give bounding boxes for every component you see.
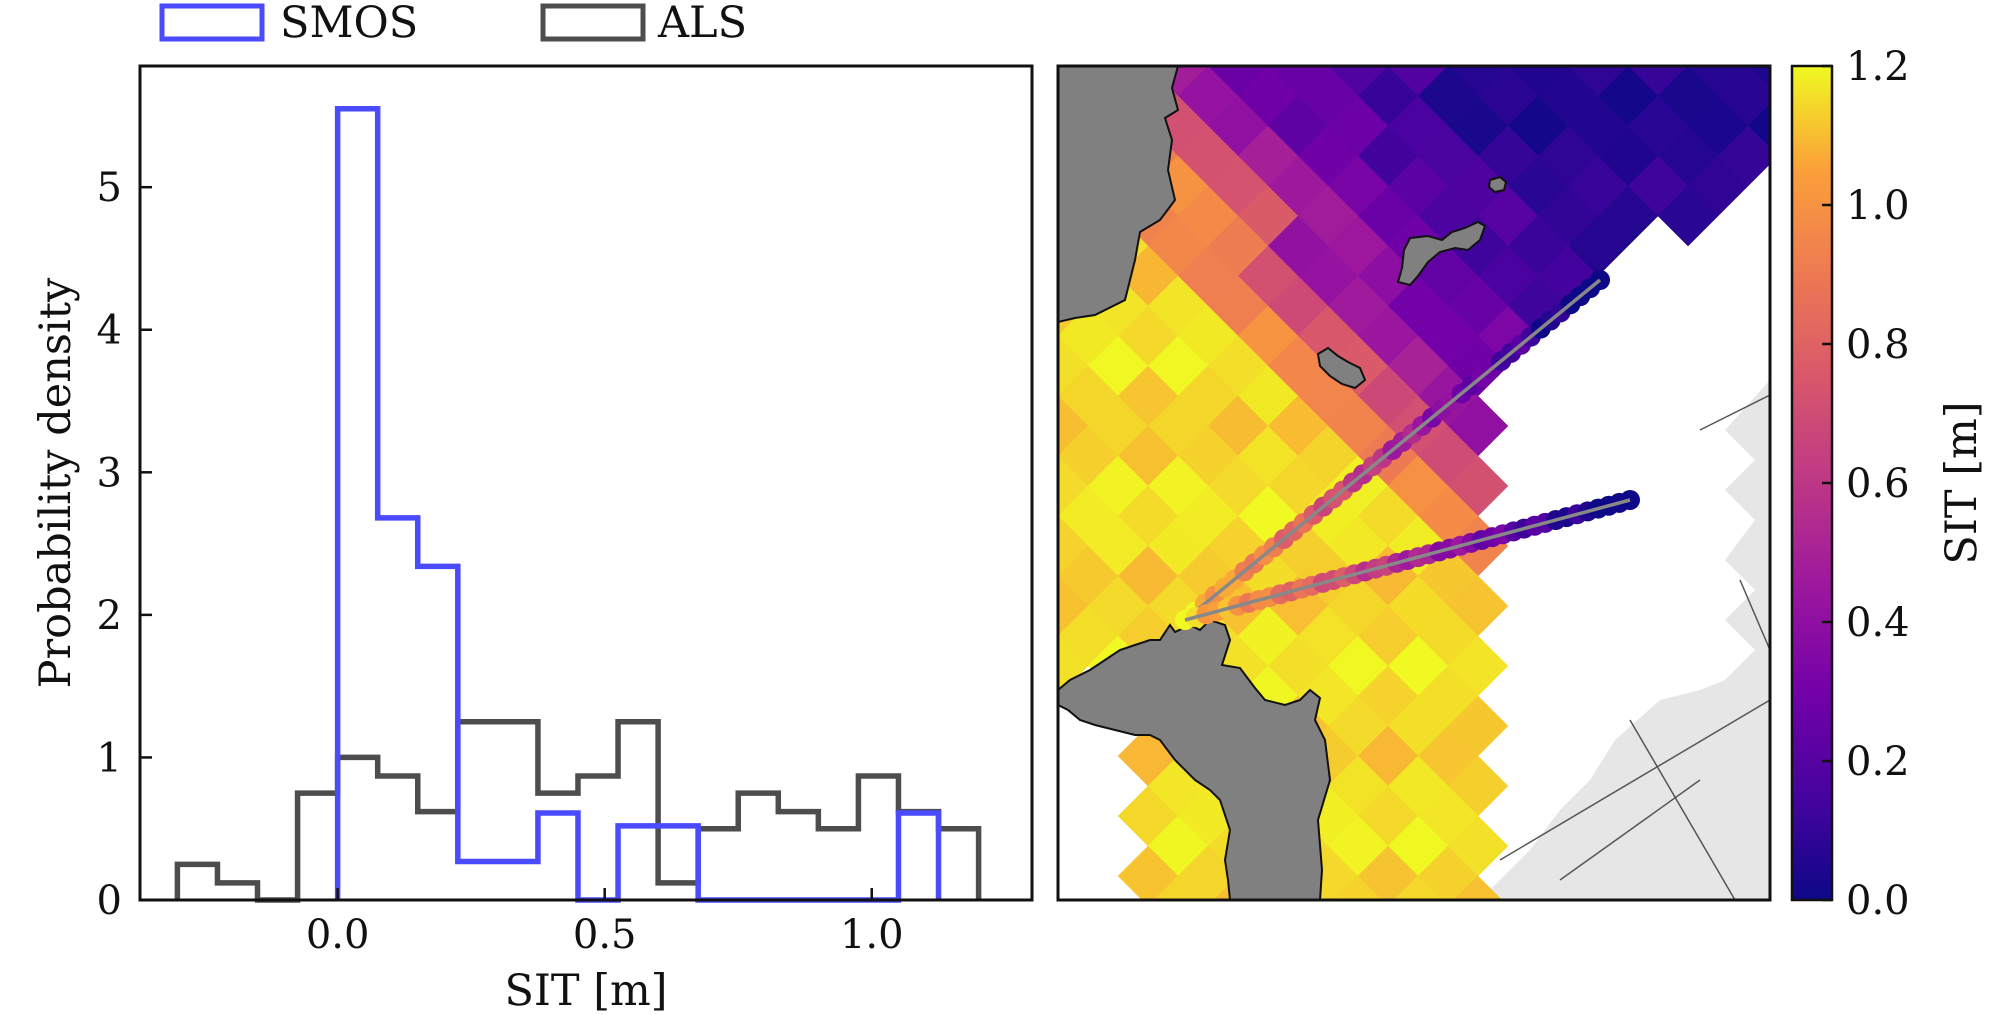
sit-cell (1657, 185, 1719, 247)
sit-cell (1058, 335, 1059, 337)
sit-cell (1058, 635, 1089, 697)
land-west (1058, 66, 1180, 324)
sit-cell (1453, 875, 1503, 900)
sit-cell (1058, 95, 1059, 97)
legend-swatch-als (540, 3, 646, 42)
histogram-series-smos (334, 106, 942, 903)
sit-cell (1747, 103, 1770, 149)
legend-swatch-smos (159, 3, 265, 42)
island-small (1487, 175, 1508, 194)
map-frame (1056, 64, 1772, 902)
als-track-line (1183, 278, 1602, 622)
legend-label-smos: SMOS (280, 0, 418, 48)
colorbar-label: SIT [m] (1937, 401, 1987, 564)
y-tick-label: 0 (97, 878, 122, 924)
sit-cell (1357, 845, 1419, 900)
histogram-panel: 0 1 2 3 4 5 0.0 0.5 1.0 SIT [m] Probability den… (31, 64, 1034, 1015)
y-tick-label: 3 (97, 450, 122, 496)
histogram-series-als (174, 719, 982, 903)
island-north (1396, 220, 1487, 287)
legend: SMOS ALS (159, 0, 747, 48)
sit-cell (1058, 455, 1059, 457)
y-axis-label: Probability density (31, 277, 81, 688)
sit-cell (1058, 395, 1089, 457)
sit-cell (1058, 215, 1059, 217)
colorbar-tick-label: 0.4 (1846, 600, 1910, 646)
sit-cell (1393, 875, 1443, 900)
no-data-region (1480, 380, 1770, 900)
x-tick-label: 1.0 (840, 912, 904, 958)
y-tick-label: 2 (97, 593, 122, 639)
sit-cell (1058, 515, 1089, 577)
colorbar-tick-label: 1.0 (1846, 183, 1910, 229)
y-tick-label: 1 (97, 735, 122, 781)
sit-cell (1058, 515, 1059, 517)
als-track-line (1184, 498, 1631, 622)
sit-cell (1058, 455, 1089, 517)
x-axis-ticks: 0.0 0.5 1.0 (306, 888, 904, 958)
colorbar: 0.0 0.2 0.4 0.6 0.8 1.0 1.2 SIT [m] (1790, 44, 1987, 924)
sit-cell (1058, 395, 1059, 397)
histogram-frame (138, 64, 1034, 902)
sit-cell (1058, 575, 1089, 637)
land-south (1058, 618, 1332, 900)
sit-cell (1058, 575, 1059, 577)
histogram-series (174, 106, 982, 903)
map-panel (1056, 64, 1772, 902)
colorbar-ticks: 0.0 0.2 0.4 0.6 0.8 1.0 1.2 (1822, 44, 1910, 924)
sit-cell (1058, 275, 1059, 277)
x-tick-label: 0.5 (573, 912, 637, 958)
sit-cell (1058, 335, 1089, 397)
colorbar-tick-label: 0.0 (1846, 878, 1910, 924)
x-tick-label: 0.0 (306, 912, 370, 958)
map-gridlines (1499, 394, 1770, 900)
x-axis-label: SIT [m] (504, 966, 667, 1015)
sit-cell (1117, 845, 1179, 900)
colorbar-tick-label: 0.6 (1846, 461, 1910, 507)
sit-cell (1058, 155, 1059, 157)
sit-cell (1333, 875, 1383, 900)
sit-cell (1153, 875, 1203, 900)
y-tick-label: 4 (97, 308, 122, 354)
y-axis-ticks: 0 1 2 3 4 5 (97, 165, 152, 924)
sit-cell (1058, 635, 1059, 637)
colorbar-tick-label: 0.8 (1846, 322, 1910, 368)
colorbar-tick-label: 0.2 (1846, 739, 1910, 785)
als-tracks (1175, 270, 1640, 630)
colorbar-tick-label: 1.2 (1846, 44, 1910, 90)
y-tick-label: 5 (97, 165, 122, 211)
legend-label-als: ALS (657, 0, 747, 48)
island-middle (1316, 346, 1367, 390)
sit-cell (1417, 845, 1479, 900)
